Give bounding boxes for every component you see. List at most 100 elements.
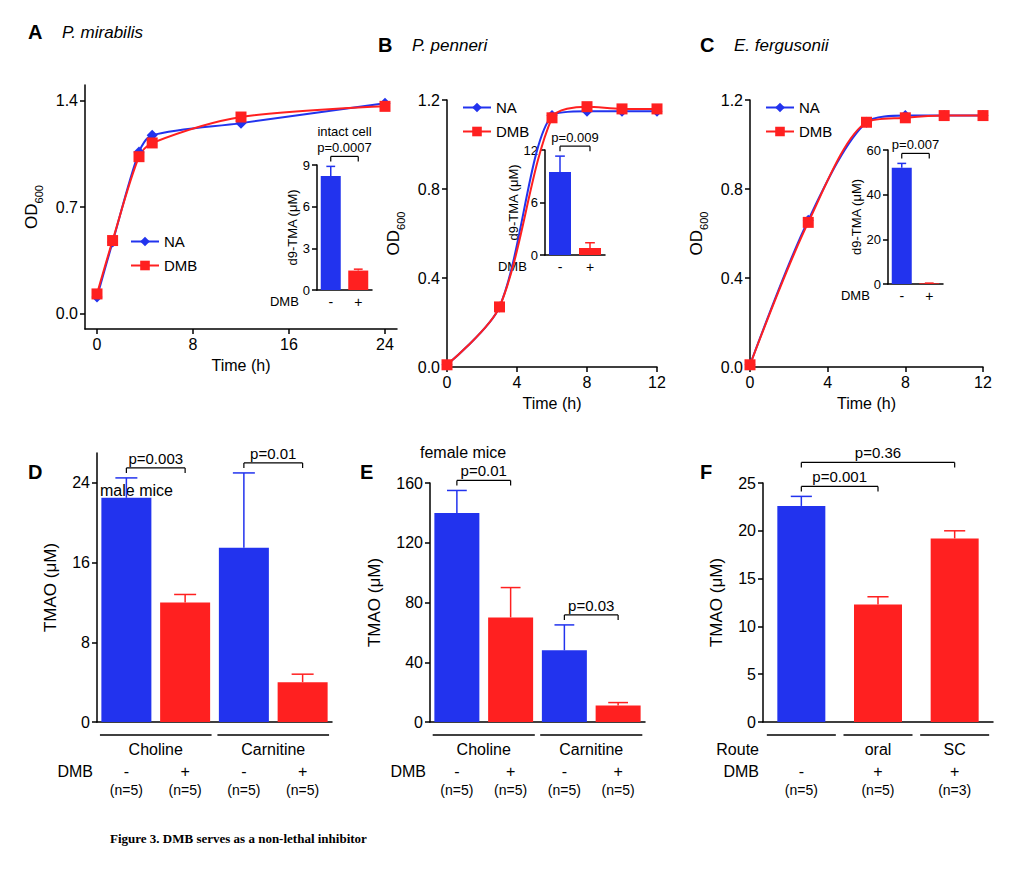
svg-text:9: 9 xyxy=(303,158,310,173)
svg-text:0.4: 0.4 xyxy=(418,270,440,287)
svg-text:+: + xyxy=(925,288,933,304)
svg-text:+: + xyxy=(298,763,307,780)
svg-text:40: 40 xyxy=(867,187,881,202)
svg-text:E: E xyxy=(360,461,373,483)
svg-text:DMB: DMB xyxy=(799,123,832,140)
svg-text:12: 12 xyxy=(974,374,992,391)
svg-text:DMB: DMB xyxy=(164,257,197,274)
svg-text:5: 5 xyxy=(747,666,756,683)
svg-text:p=0.001: p=0.001 xyxy=(812,468,867,485)
svg-text:0: 0 xyxy=(303,283,310,298)
svg-text:(n=5): (n=5) xyxy=(286,782,319,798)
svg-text:OD: OD xyxy=(687,230,706,256)
svg-text:+: + xyxy=(506,763,515,780)
svg-text:3: 3 xyxy=(303,241,310,256)
svg-text:SC: SC xyxy=(944,741,966,758)
svg-text:0.4: 0.4 xyxy=(721,270,743,287)
svg-text:8: 8 xyxy=(583,374,592,391)
svg-text:p=0.003: p=0.003 xyxy=(128,450,183,467)
svg-text:24: 24 xyxy=(72,474,90,491)
svg-text:male mice: male mice xyxy=(100,482,173,499)
svg-text:(n=5): (n=5) xyxy=(548,782,581,798)
svg-text:0.7: 0.7 xyxy=(56,199,78,216)
svg-text:60: 60 xyxy=(867,143,881,158)
svg-text:Route: Route xyxy=(716,741,759,758)
svg-text:+: + xyxy=(950,763,959,780)
svg-text:(n=5): (n=5) xyxy=(227,782,260,798)
svg-text:1.4: 1.4 xyxy=(56,92,78,109)
svg-text:600: 600 xyxy=(33,185,45,203)
svg-text:0: 0 xyxy=(874,277,881,292)
svg-text:-: - xyxy=(454,763,459,780)
svg-text:+: + xyxy=(873,763,882,780)
svg-text:-: - xyxy=(558,259,563,275)
svg-text:DMB: DMB xyxy=(57,763,93,780)
svg-text:DMB: DMB xyxy=(723,763,759,780)
svg-text:+: + xyxy=(180,763,189,780)
svg-text:NA: NA xyxy=(799,99,820,116)
svg-text:8: 8 xyxy=(81,634,90,651)
svg-text:oral: oral xyxy=(865,741,892,758)
svg-text:TMAO (μM): TMAO (μM) xyxy=(707,558,726,647)
svg-text:0: 0 xyxy=(746,374,755,391)
svg-text:15: 15 xyxy=(738,570,756,587)
svg-text:Carnitine: Carnitine xyxy=(241,741,305,758)
svg-text:0: 0 xyxy=(443,374,452,391)
svg-text:d9-TMA (μM): d9-TMA (μM) xyxy=(849,179,864,255)
svg-text:1.2: 1.2 xyxy=(418,92,440,109)
svg-text:20: 20 xyxy=(738,522,756,539)
svg-text:DMB: DMB xyxy=(390,763,426,780)
svg-text:+: + xyxy=(354,294,362,310)
svg-text:0: 0 xyxy=(747,714,756,731)
svg-text:female mice: female mice xyxy=(420,444,506,461)
svg-text:-: - xyxy=(562,763,567,780)
svg-text:0: 0 xyxy=(414,714,423,731)
svg-text:24: 24 xyxy=(376,336,394,353)
svg-text:DMB: DMB xyxy=(270,294,299,309)
svg-text:8: 8 xyxy=(189,336,198,353)
svg-text:(n=5): (n=5) xyxy=(861,782,894,798)
svg-text:DMB: DMB xyxy=(496,123,529,140)
svg-text:(n=5): (n=5) xyxy=(110,782,143,798)
svg-text:0.0: 0.0 xyxy=(56,305,78,322)
svg-text:0.8: 0.8 xyxy=(418,181,440,198)
svg-text:(n=5): (n=5) xyxy=(169,782,202,798)
svg-text:-: - xyxy=(899,288,904,304)
svg-text:p=0.01: p=0.01 xyxy=(250,445,296,462)
svg-text:0.0: 0.0 xyxy=(721,359,743,376)
svg-text:(n=5): (n=5) xyxy=(785,782,818,798)
svg-text:0: 0 xyxy=(531,248,538,263)
svg-text:Choline: Choline xyxy=(457,741,511,758)
svg-text:-: - xyxy=(328,294,333,310)
svg-text:0.0: 0.0 xyxy=(418,359,440,376)
svg-text:P. penneri: P. penneri xyxy=(412,36,489,55)
svg-text:E. fergusonii: E. fergusonii xyxy=(734,36,830,55)
svg-text:Time (h): Time (h) xyxy=(523,395,582,412)
svg-text:25: 25 xyxy=(738,475,756,492)
svg-text:(n=5): (n=5) xyxy=(602,782,635,798)
svg-text:(n=3): (n=3) xyxy=(938,782,971,798)
svg-text:120: 120 xyxy=(396,534,423,551)
svg-text:p=0.03: p=0.03 xyxy=(568,597,614,614)
svg-text:TMAO (μM): TMAO (μM) xyxy=(365,558,384,647)
svg-text:600: 600 xyxy=(698,212,710,230)
svg-text:4: 4 xyxy=(823,374,832,391)
svg-text:NA: NA xyxy=(164,233,185,250)
svg-text:12: 12 xyxy=(648,374,666,391)
svg-text:p=0.009: p=0.009 xyxy=(551,130,598,145)
svg-text:C: C xyxy=(700,34,714,56)
svg-text:0: 0 xyxy=(93,336,102,353)
svg-text:OD: OD xyxy=(384,230,403,256)
svg-text:p=0.01: p=0.01 xyxy=(461,462,507,479)
svg-text:P. mirabilis: P. mirabilis xyxy=(62,23,143,42)
svg-text:Time (h): Time (h) xyxy=(212,357,271,374)
svg-text:intact cell: intact cell xyxy=(317,124,371,139)
svg-text:(n=5): (n=5) xyxy=(440,782,473,798)
svg-text:Figure 3. DMB serves as a non-: Figure 3. DMB serves as a non-lethal inh… xyxy=(110,831,367,846)
svg-text:+: + xyxy=(613,763,622,780)
svg-text:-: - xyxy=(241,763,246,780)
svg-text:A: A xyxy=(28,21,42,43)
svg-text:1.2: 1.2 xyxy=(721,92,743,109)
svg-text:DMB: DMB xyxy=(841,288,870,303)
svg-text:-: - xyxy=(124,763,129,780)
